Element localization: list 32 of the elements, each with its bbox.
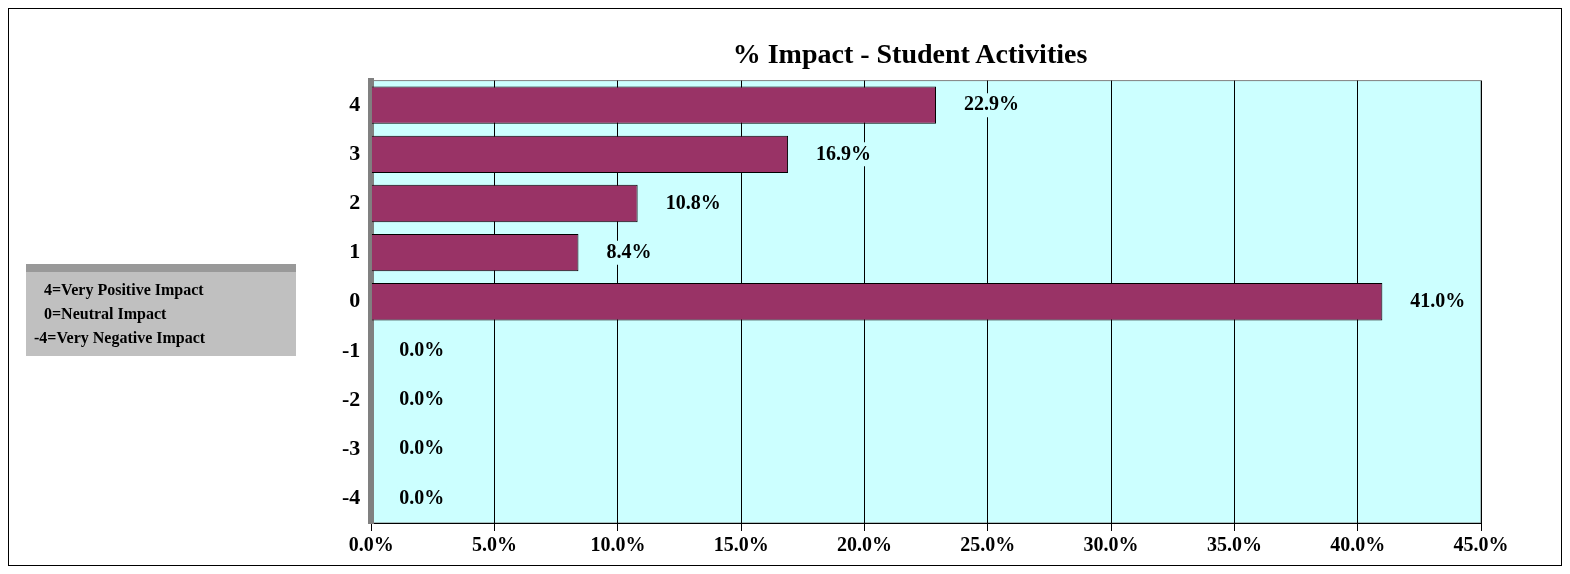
- data-label: 0.0%: [399, 387, 445, 410]
- x-tick-label: 40.0%: [1330, 533, 1386, 556]
- x-tick-label: 15.0%: [713, 533, 769, 556]
- y-tick-label: -3: [342, 434, 361, 460]
- data-label: 0.0%: [399, 436, 445, 459]
- x-tick-label: 30.0%: [1083, 533, 1139, 556]
- y-tick-label: 3: [349, 140, 361, 166]
- data-label: 0.0%: [399, 485, 445, 508]
- x-tick-label: 10.0%: [590, 533, 646, 556]
- x-tick-label: 0.0%: [348, 533, 394, 556]
- y-tick-label: -2: [342, 385, 361, 411]
- data-label: 0.0%: [399, 338, 445, 361]
- y-tick-label: -4: [342, 484, 361, 510]
- text: 4=Very Positive Impact: [43, 280, 205, 301]
- chart-title: % Impact - Student Activities: [732, 38, 1088, 70]
- x-tick-label: 25.0%: [960, 533, 1016, 556]
- x-tick-label: 20.0%: [837, 533, 893, 556]
- text: 0=Neutral Impact: [43, 304, 168, 325]
- x-tick-label: 5.0%: [472, 533, 518, 556]
- y-tick-label: -1: [342, 336, 361, 362]
- text: -4=Very Negative Impact: [34, 328, 207, 349]
- y-tick-label: 0: [349, 287, 361, 313]
- data-label: 41.0%: [1410, 288, 1466, 311]
- x-tick-label: 45.0%: [1453, 533, 1509, 556]
- y-tick-label: 2: [349, 189, 361, 215]
- data-label: 8.4%: [606, 239, 652, 262]
- y-tick-label: 1: [349, 238, 361, 264]
- data-label: 16.9%: [816, 141, 872, 164]
- data-label: 10.8%: [665, 190, 721, 213]
- x-tick-label: 35.0%: [1206, 533, 1262, 556]
- y-tick-label: 4: [349, 90, 361, 116]
- data-label: 22.9%: [964, 92, 1020, 115]
